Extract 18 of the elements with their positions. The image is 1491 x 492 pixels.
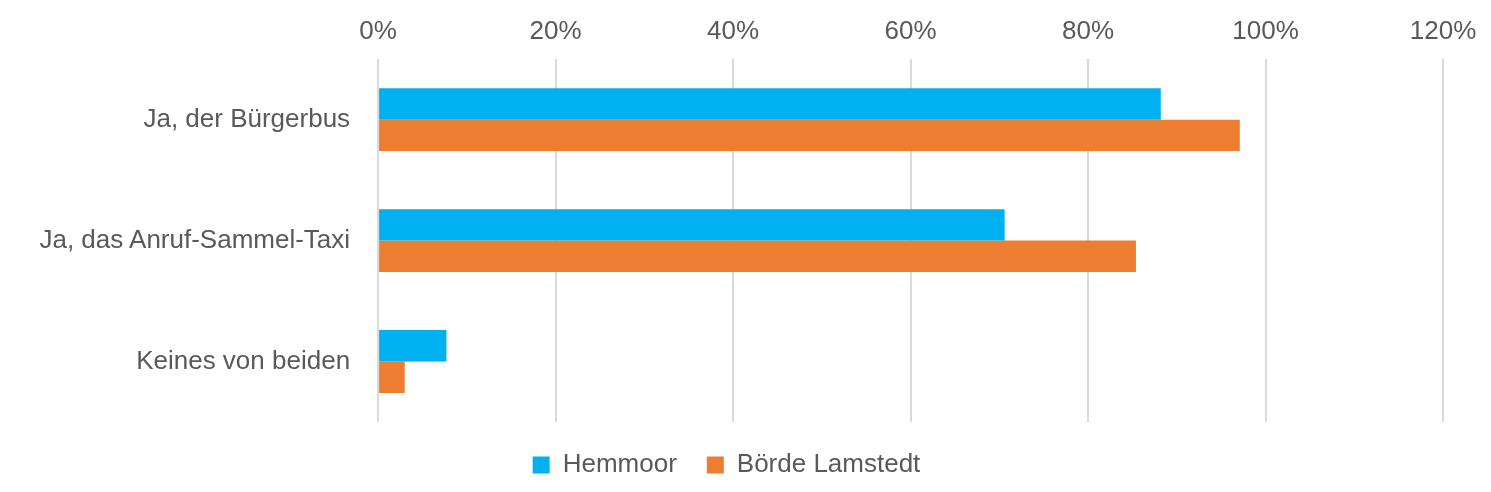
legend-label: Börde Lamstedt xyxy=(736,448,922,479)
bar xyxy=(379,330,447,362)
y-tick-label: Keines von beiden xyxy=(136,344,351,375)
x-tick-label: 40% xyxy=(707,14,760,45)
legend-label: Hemmoor xyxy=(562,448,678,479)
bar xyxy=(379,361,405,393)
bar xyxy=(379,240,1136,273)
x-tick-label: 80% xyxy=(1062,14,1115,45)
bar xyxy=(379,88,1161,120)
y-tick-label: Ja, das Anruf-Sammel-Taxi xyxy=(39,223,351,254)
bar xyxy=(379,209,1005,241)
x-tick-label: 60% xyxy=(884,14,937,45)
x-tick-label: 100% xyxy=(1232,14,1299,45)
x-tick-label: 120% xyxy=(1409,14,1477,45)
x-tick-label: 0% xyxy=(359,14,397,45)
x-tick-label: 20% xyxy=(529,14,582,45)
bar xyxy=(379,119,1240,152)
y-tick-label: Ja, der Bürgerbus xyxy=(143,102,351,133)
